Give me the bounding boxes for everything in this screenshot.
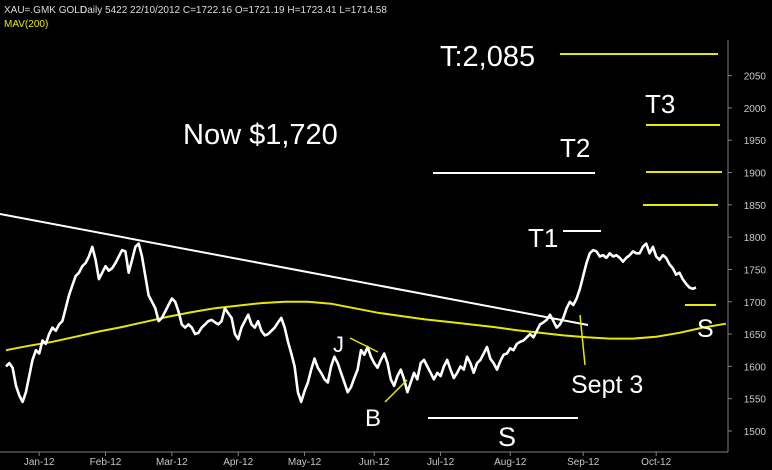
y-tick-label: 1950: [744, 136, 767, 147]
b-label: B: [365, 405, 381, 432]
now-price-label: Now $1,720: [183, 119, 338, 151]
y-axis-ticks: 1500 1550 1600 1650 1700 1750 1800 1850 1900 1950…: [728, 72, 766, 438]
x-tick-label: Jun-12: [359, 457, 390, 468]
gold-price-line: [5, 242, 697, 404]
sept3-label: Sept 3: [571, 371, 643, 399]
x-axis-ticks: Jan-12 Feb-12 Mar-12 Apr-12 May-12 Jun-12 Jul-…: [24, 452, 672, 468]
chart-price-info: Daily 5422 22/10/2012 C=1722.16 O=1721.1…: [80, 5, 387, 16]
t3-label: T3: [645, 89, 675, 119]
x-tick-label: May-12: [288, 457, 322, 468]
sept3-pointer: [579, 314, 586, 366]
x-tick-label: Apr-12: [223, 457, 253, 468]
t2-label: T2: [560, 133, 590, 163]
y-tick-label: 1750: [744, 265, 767, 276]
b-pointer: [384, 379, 408, 403]
y-tick-label: 1600: [744, 362, 767, 373]
y-tick-label: 1800: [744, 233, 767, 244]
x-tick-label: Sep-12: [567, 457, 600, 468]
support-bottom-label: S: [498, 422, 516, 452]
y-tick-label: 1650: [744, 330, 767, 341]
x-tick-label: Aug-12: [494, 457, 527, 468]
y-tick-label: 1550: [744, 395, 767, 406]
y-tick-label: 1900: [744, 169, 767, 180]
x-tick-label: Mar-12: [156, 457, 188, 468]
j-pointer: [349, 337, 379, 353]
x-tick-label: Feb-12: [90, 457, 122, 468]
y-tick-label: 1850: [744, 201, 767, 212]
y-tick-label: 1700: [744, 298, 767, 309]
x-tick-label: Oct-12: [641, 457, 671, 468]
j-label: J: [333, 332, 344, 357]
t1-label: T1: [528, 223, 558, 253]
downtrend-line: [0, 213, 589, 326]
moving-average-label: MAV(200): [4, 19, 48, 30]
y-tick-label: 1500: [744, 427, 767, 438]
moving-average-line: [5, 300, 727, 352]
x-tick-label: Jan-12: [24, 457, 55, 468]
y-tick-label: 2050: [744, 72, 767, 83]
support-right-label: S: [697, 315, 714, 343]
y-tick-label: 2000: [744, 104, 767, 115]
chart-symbol: XAU=.GMK GOLD: [4, 5, 87, 16]
x-tick-label: Jul-12: [427, 457, 455, 468]
target-price-label: T:2,085: [440, 41, 535, 73]
